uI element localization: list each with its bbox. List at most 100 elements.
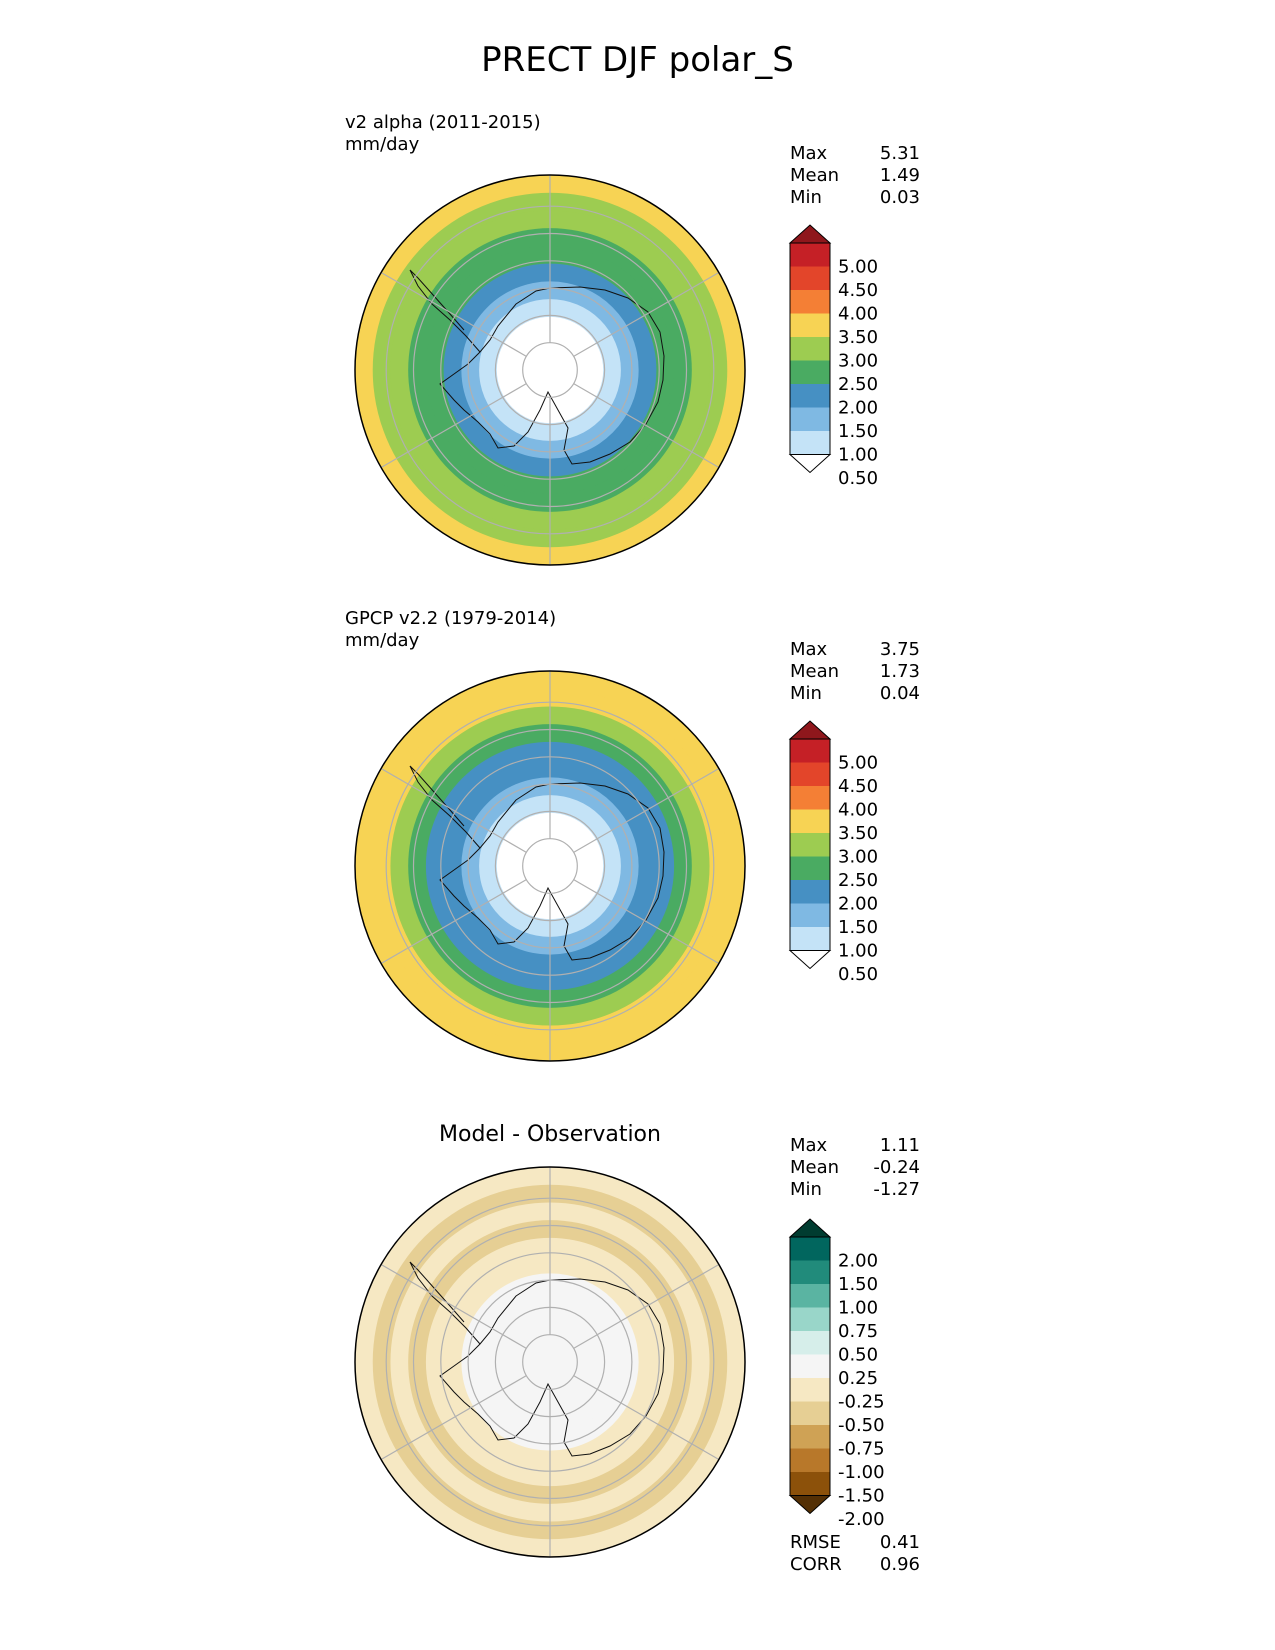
colorbar-segment <box>790 266 830 291</box>
max-label: Max <box>790 1135 828 1156</box>
colorbar-tick-label: 4.50 <box>838 776 878 797</box>
colorbar-segment <box>790 1237 830 1261</box>
colorbar-tick-label: 3.00 <box>838 351 878 372</box>
colorbar-segment <box>790 407 830 432</box>
colorbar-segment <box>790 1354 830 1379</box>
max-value: 5.31 <box>879 143 920 164</box>
colorbar-frame <box>789 738 831 951</box>
colorbar-tick-label: 0.75 <box>838 1321 878 1342</box>
colorbar-tick-label: 0.50 <box>838 1345 878 1366</box>
colorbar-tick-label: 4.00 <box>838 304 878 325</box>
polar-map <box>354 670 746 1062</box>
meridian-gridline-2 <box>573 383 720 469</box>
colorbar-segment <box>790 384 830 408</box>
corr-value: 0.96 <box>879 1554 920 1575</box>
colorbar-extend-max <box>788 224 832 244</box>
colorbar-tick-label: 1.50 <box>838 917 878 938</box>
map-boundary <box>354 670 746 1062</box>
stats-block: Max 5.31 Mean 1.49 Min 0.03 <box>790 143 920 209</box>
colorbar-frame <box>789 242 831 455</box>
min-value: 0.03 <box>879 187 920 208</box>
mean-label: Mean <box>790 165 840 186</box>
colorbar-tick-label: 0.25 <box>838 1368 878 1389</box>
meridian-gridline-5 <box>380 767 527 853</box>
map-boundary <box>354 1166 746 1558</box>
colorbar-tick-label: -1.50 <box>838 1486 885 1507</box>
coastline-antarctica <box>439 1278 665 1457</box>
meridian-gridline-5 <box>380 271 527 357</box>
colorbar-extend-min <box>788 1495 832 1515</box>
mean-value: -0.24 <box>873 1157 920 1178</box>
error-stats-block: RMSE 0.41 CORR 0.96 <box>790 1532 920 1576</box>
min-label: Min <box>790 1179 822 1200</box>
latitude-gridline-0 <box>522 342 578 398</box>
colorbar-tick-label: 1.50 <box>838 421 878 442</box>
colorbar-segment <box>790 1331 830 1355</box>
colorbar-segment <box>790 903 830 928</box>
colorbar-segment <box>790 337 830 361</box>
max-label: Max <box>790 143 828 164</box>
mean-label: Mean <box>790 1157 840 1178</box>
mean-value: 1.49 <box>879 165 920 186</box>
colorbar-tick-label: 3.00 <box>838 847 878 868</box>
map-boundary <box>354 174 746 566</box>
colorbar-segment <box>790 927 830 951</box>
colorbar-tick-label: -0.50 <box>838 1415 885 1436</box>
colorbar-extend-min <box>788 454 832 474</box>
colorbar-segment <box>790 431 830 455</box>
filled-contours <box>355 1167 745 1557</box>
meridian-gridline-5 <box>380 1263 527 1349</box>
contour-band-0 <box>532 848 568 884</box>
polar-map <box>354 1166 746 1558</box>
colorbar-segment <box>790 1425 830 1449</box>
panel-title: v2 alpha (2011-2015) mm/day <box>345 112 541 156</box>
contour-band-0 <box>532 352 568 388</box>
max-label: Max <box>790 639 828 660</box>
colorbar-tick-label: 2.50 <box>838 374 878 395</box>
colorbar-tick-label: -0.75 <box>838 1439 885 1460</box>
meridian-gridline-4 <box>380 1375 527 1461</box>
contour-band-0 <box>532 1344 568 1380</box>
colorbar-segment <box>790 1378 830 1402</box>
meridian-gridline-1 <box>573 767 720 853</box>
colorbar-tick-label: 2.00 <box>838 894 878 915</box>
figure-title: PRECT DJF polar_S <box>481 40 794 80</box>
stats-block: Max 3.75 Mean 1.73 Min 0.04 <box>790 639 920 705</box>
coastline-antarctica <box>439 286 665 465</box>
colorbar-segment <box>790 290 830 314</box>
meridian-gridline-1 <box>573 271 720 357</box>
rmse-value: 0.41 <box>879 1532 920 1553</box>
colorbar-segment <box>790 880 830 904</box>
corr-label: CORR <box>790 1554 842 1575</box>
colorbar-tick-label: -0.25 <box>838 1392 885 1413</box>
latitude-gridline-0 <box>522 838 578 894</box>
colorbar-tick-label: 4.00 <box>838 800 878 821</box>
mean-value: 1.73 <box>879 661 920 682</box>
units-label: mm/day <box>345 630 420 651</box>
colorbar-segment <box>790 1260 830 1285</box>
meridian-gridline-2 <box>573 879 720 965</box>
panel-title: Model - Observation <box>439 1122 661 1147</box>
colorbar-tick-label: -1.00 <box>838 1462 885 1483</box>
dataset-name: v2 alpha (2011-2015) <box>345 112 541 133</box>
colorbar-segment <box>790 243 830 267</box>
colorbar-tick-label: 1.00 <box>838 1298 878 1319</box>
colorbar-tick-label: 3.50 <box>838 823 878 844</box>
colorbar: -2.00-1.50 -1.00-0.75 -0.50-0.25 0.250.50 0.… <box>788 1218 885 1530</box>
colorbar-segment <box>790 1401 830 1426</box>
colorbar-tick-label: 5.00 <box>838 753 878 774</box>
meridian-gridline-2 <box>573 1375 720 1461</box>
colorbar-segment <box>790 739 830 763</box>
colorbar-segment <box>790 762 830 787</box>
colorbar-tick-label: -2.00 <box>838 1509 885 1530</box>
coastline-antarctica <box>439 782 665 961</box>
colorbar-segment <box>790 786 830 810</box>
colorbar: 0.501.00 1.502.00 2.503.00 3.504.00 4.505.00 <box>788 224 878 489</box>
filled-contours <box>355 175 745 565</box>
colorbar-tick-label: 0.50 <box>838 964 878 985</box>
max-value: 1.11 <box>879 1135 920 1156</box>
colorbar-segment <box>790 313 830 338</box>
filled-contours <box>355 671 745 1061</box>
colorbar-segment <box>790 1307 830 1332</box>
colorbar-extend-min <box>788 950 832 970</box>
